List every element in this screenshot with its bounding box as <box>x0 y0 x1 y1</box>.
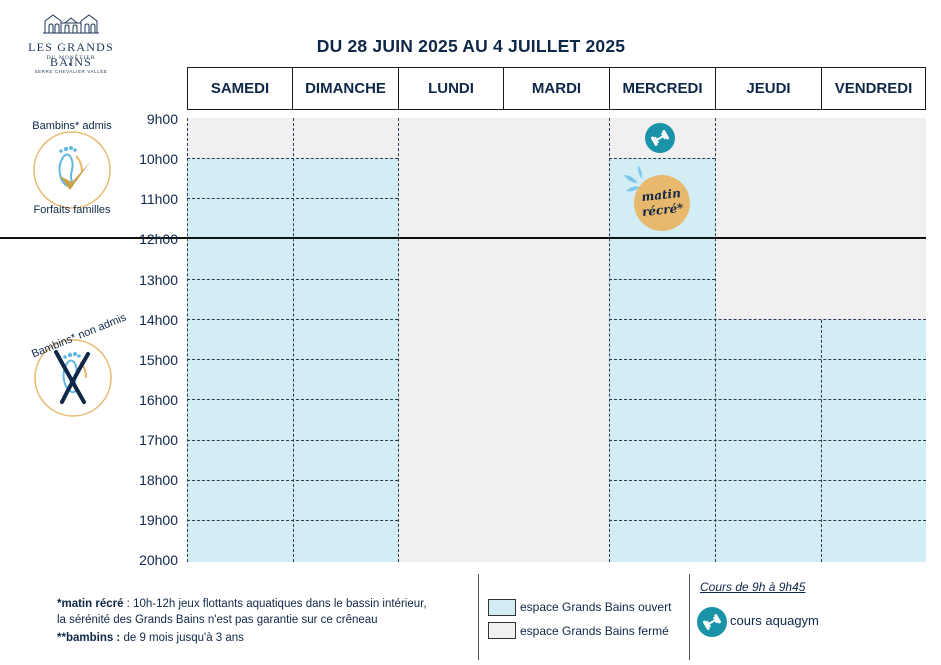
day-header-mardi: MARDI <box>503 67 610 110</box>
logo-dot <box>69 63 71 65</box>
grid-line <box>187 158 398 159</box>
bambins-admis-badge: Bambins* admis Forfaits familles <box>22 118 122 223</box>
grid-line <box>609 158 715 159</box>
slot-open <box>715 320 926 562</box>
matin-recre-badge: matin récré* <box>620 163 692 231</box>
grid-line <box>187 399 398 400</box>
grid-line <box>715 118 716 562</box>
bambins-note-line: **bambins : de 9 mois jusqu'à 3 ans <box>57 630 477 646</box>
matin-note-line1: *matin récré : 10h-12h jeux flottants aq… <box>57 596 477 612</box>
hour-label: 19h00 <box>139 512 178 528</box>
hour-label: 20h00 <box>139 552 178 568</box>
badge-ring-icon <box>33 131 111 209</box>
hour-label: 14h00 <box>139 312 178 328</box>
splash-icon <box>624 165 643 192</box>
legend-open-swatch <box>488 599 516 616</box>
dumbbell-icon <box>650 130 670 146</box>
bambins-note-text: de 9 mois jusqu'à 3 ans <box>120 632 244 644</box>
slot-closed <box>715 118 926 320</box>
day-header-vendredi: VENDREDI <box>821 67 926 110</box>
grid-line <box>398 118 399 562</box>
day-header-mercredi: MERCREDI <box>609 67 716 110</box>
hour-label: 9h00 <box>146 111 178 127</box>
grid-line <box>187 118 188 562</box>
slot-open <box>187 158 293 562</box>
legend-closed-swatch <box>488 622 516 639</box>
hour-label: 12h00 <box>139 231 178 247</box>
bambins-note-label: **bambins : <box>57 632 121 644</box>
legend-closed-label: espace Grands Bains fermé <box>520 624 669 638</box>
hour-label: 11h00 <box>140 191 178 207</box>
logo-region: SERRE CHEVALIER VALLÉE <box>34 69 108 74</box>
hour-label: 18h00 <box>139 472 178 488</box>
aquagym-badge <box>645 123 675 153</box>
slot-closed <box>187 118 293 158</box>
slot-open <box>293 158 398 562</box>
badge-ring-icon <box>34 339 112 417</box>
course-time-label: Cours de 9h à 9h45 <box>700 580 806 594</box>
logo-name: LES GRANDS BAINS <box>28 40 114 69</box>
grid-line <box>609 520 926 521</box>
grid-line <box>609 440 926 441</box>
day-header-dimanche: DIMANCHE <box>292 67 399 110</box>
grid-line <box>609 359 926 360</box>
grid-line <box>609 279 715 280</box>
building-icon <box>43 14 99 34</box>
grid-line <box>609 118 610 562</box>
grid-line <box>609 480 926 481</box>
forfaits-familles-label: Forfaits familles <box>33 204 111 216</box>
bambins-admis-label: Bambins* admis <box>32 120 112 132</box>
grid-line <box>187 319 398 320</box>
logo: LES GRANDS BAINS DU MONÊTIER SERRE CHEVA… <box>6 12 136 82</box>
grid-line <box>609 319 926 320</box>
notes-block: *matin récré : 10h-12h jeux flottants aq… <box>57 596 477 646</box>
foot-check-icon <box>58 146 90 190</box>
legend-open-label: espace Grands Bains ouvert <box>520 600 672 614</box>
day-header-samedi: SAMEDI <box>187 67 293 110</box>
course-aquagym-label: cours aquagym <box>730 613 819 628</box>
logo-subtitle: DU MONÊTIER <box>46 55 96 61</box>
grid-line <box>187 520 398 521</box>
grid-line <box>187 198 398 199</box>
matin-note-text1: : 10h-12h jeux flottants aquatiques dans… <box>123 598 427 610</box>
hour-label: 10h00 <box>139 151 178 167</box>
dumbbell-icon <box>702 614 722 630</box>
matin-recre-circle: matin récré* <box>634 175 690 231</box>
footer-divider <box>478 574 479 660</box>
grid-line <box>187 359 398 360</box>
footer-divider <box>689 574 690 660</box>
hour-label: 17h00 <box>139 432 178 448</box>
hour-label: 13h00 <box>139 272 178 288</box>
slot-closed <box>293 118 398 158</box>
grid-line <box>187 440 398 441</box>
day-header-lundi: LUNDI <box>398 67 504 110</box>
midday-divider <box>0 237 926 239</box>
matin-note-text2: la sérénité des Grands Bains n'est pas g… <box>57 614 378 626</box>
bambins-non-admis-badge: Bambins* non admis <box>18 312 128 418</box>
grid-line <box>609 399 926 400</box>
grid-line <box>821 320 822 562</box>
matin-note-label: *matin récré <box>57 598 124 610</box>
hour-label: 15h00 <box>139 352 178 368</box>
day-header-jeudi: JEUDI <box>715 67 822 110</box>
grid-line <box>293 118 294 562</box>
slot-closed <box>398 118 609 562</box>
foot-cross-icon <box>54 350 90 404</box>
page-title: DU 28 JUIN 2025 AU 4 JUILLET 2025 <box>316 36 626 56</box>
grid-line <box>187 279 398 280</box>
legend-aquagym-badge <box>697 607 727 637</box>
hour-label: 16h00 <box>139 392 178 408</box>
grid-line <box>187 480 398 481</box>
